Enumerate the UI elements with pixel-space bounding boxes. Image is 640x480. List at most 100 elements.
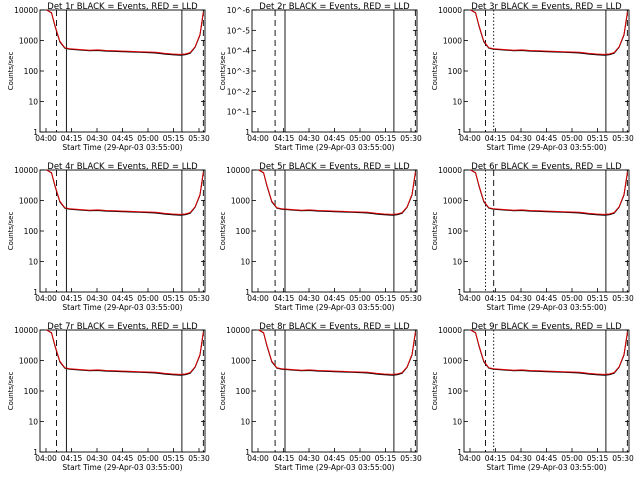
y-tick-label: 10000 — [14, 166, 38, 175]
x-axis-label: Start Time (29-Apr-03 03:55:00) — [274, 463, 394, 472]
y-tick-label: 10000 — [438, 6, 462, 15]
detector-panel-8: Det 8r BLACK = Events, RED = LLD 1 10 100 10… — [219, 322, 422, 472]
lld-series-line — [470, 9, 628, 55]
x-tick-label: 05:15 — [163, 454, 185, 463]
y-tick-label: 10000 — [438, 326, 462, 335]
y-tick-label: 1000 — [231, 357, 250, 366]
plot-frame — [463, 9, 630, 133]
y-tick-label: 10000 — [226, 166, 250, 175]
x-tick-label: 04:15 — [273, 134, 295, 143]
y-tick-label: 1000 — [19, 197, 38, 206]
y-tick-label: 10 — [28, 258, 38, 267]
y-axis-label: Counts/sec — [7, 212, 15, 251]
y-tick-label: 1000 — [19, 37, 38, 46]
x-tick-label: 05:00 — [137, 294, 159, 303]
x-tick-label: 04:30 — [298, 294, 320, 303]
x-tick-label: 04:00 — [459, 134, 481, 143]
x-tick-label: 04:30 — [510, 454, 532, 463]
y-axis-label: Counts/sec — [219, 212, 227, 251]
x-tick-label: 05:30 — [612, 454, 634, 463]
y-tick-label: 10 — [240, 418, 250, 427]
lld-series-line — [258, 169, 416, 215]
x-tick-label: 05:00 — [137, 134, 159, 143]
x-axis-label: Start Time (29-Apr-03 03:55:00) — [486, 303, 606, 312]
detector-panel-3: Det 3r BLACK = Events, RED = LLD 1 10 100 10… — [431, 2, 634, 152]
plot-frame — [463, 169, 630, 293]
x-tick-label: 04:45 — [324, 454, 346, 463]
x-tick-label: 05:30 — [400, 134, 422, 143]
x-tick-label: 05:00 — [561, 294, 583, 303]
y-tick-label: 100 — [448, 227, 463, 236]
x-tick-label: 04:30 — [298, 134, 320, 143]
panel-title: Det 6r BLACK = Events, RED = LLD — [471, 162, 622, 172]
y-tick-label: 1 — [457, 288, 462, 297]
panel-title: Det 9r BLACK = Events, RED = LLD — [471, 322, 622, 332]
x-tick-label: 04:00 — [35, 294, 57, 303]
panel-title: Det 4r BLACK = Events, RED = LLD — [47, 162, 198, 172]
panel-title: Det 3r BLACK = Events, RED = LLD — [471, 2, 622, 12]
x-tick-label: 05:30 — [188, 134, 210, 143]
y-tick-label: 10^-4 — [227, 47, 251, 56]
detector-panel-6: Det 6r BLACK = Events, RED = LLD 1 10 100 10… — [431, 162, 634, 312]
y-axis-label: Counts/sec — [7, 372, 15, 411]
y-tick-label: 1 — [245, 288, 250, 297]
y-tick-label: 1000 — [443, 37, 462, 46]
y-tick-label: 10 — [452, 98, 462, 107]
plot-frame — [39, 329, 206, 453]
x-tick-label: 04:00 — [35, 134, 57, 143]
y-tick-label: 10^-1 — [227, 108, 251, 117]
y-tick-label: 10 — [28, 418, 38, 427]
y-tick-label: 100 — [24, 67, 39, 76]
x-tick-label: 05:15 — [163, 294, 185, 303]
y-tick-label: 10000 — [14, 326, 38, 335]
lld-series-line — [46, 169, 204, 215]
x-tick-label: 04:45 — [112, 134, 134, 143]
x-tick-label: 04:15 — [485, 294, 507, 303]
y-tick-label: 10^-6 — [227, 6, 251, 15]
x-tick-label: 05:15 — [587, 134, 609, 143]
x-tick-label: 05:00 — [137, 454, 159, 463]
lld-series-line — [470, 329, 628, 375]
y-tick-label: 1 — [457, 128, 462, 137]
y-tick-label: 10 — [452, 418, 462, 427]
x-axis-label: Start Time (29-Apr-03 03:55:00) — [62, 303, 182, 312]
panel-title: Det 7r BLACK = Events, RED = LLD — [47, 322, 198, 332]
panel-title: Det 2r BLACK = Events, RED = LLD — [259, 2, 410, 12]
y-axis-label: Counts/sec — [431, 52, 439, 91]
plot-frame — [39, 9, 206, 133]
x-tick-label: 05:15 — [163, 134, 185, 143]
x-tick-label: 05:00 — [349, 454, 371, 463]
plot-frame — [39, 169, 206, 293]
panel-title: Det 8r BLACK = Events, RED = LLD — [259, 322, 410, 332]
x-tick-label: 04:00 — [35, 454, 57, 463]
x-tick-label: 04:45 — [112, 294, 134, 303]
y-axis-label: Counts/sec — [7, 52, 15, 91]
x-tick-label: 05:00 — [349, 134, 371, 143]
x-tick-label: 04:00 — [459, 454, 481, 463]
y-tick-label: 10^-5 — [227, 26, 251, 35]
y-tick-label: 100 — [448, 387, 463, 396]
detector-panel-2: Det 2r BLACK = Events, RED = LLD 1 10^-1 10… — [219, 2, 422, 152]
detector-panel-7: Det 7r BLACK = Events, RED = LLD 1 10 100 10… — [7, 322, 210, 472]
panel-title: Det 5r BLACK = Events, RED = LLD — [259, 162, 410, 172]
x-tick-label: 04:00 — [247, 134, 269, 143]
y-tick-label: 100 — [236, 227, 251, 236]
y-tick-label: 100 — [448, 67, 463, 76]
plot-frame — [463, 329, 630, 453]
y-tick-label: 100 — [236, 387, 251, 396]
y-tick-label: 10000 — [226, 326, 250, 335]
x-axis-label: Start Time (29-Apr-03 03:55:00) — [486, 143, 606, 152]
x-tick-label: 05:15 — [587, 294, 609, 303]
x-tick-label: 04:00 — [459, 294, 481, 303]
y-tick-label: 1 — [33, 128, 38, 137]
x-tick-label: 04:15 — [61, 134, 83, 143]
y-tick-label: 10000 — [14, 6, 38, 15]
x-tick-label: 04:00 — [247, 294, 269, 303]
x-tick-label: 04:45 — [536, 134, 558, 143]
x-tick-label: 04:45 — [324, 294, 346, 303]
x-tick-label: 04:45 — [324, 134, 346, 143]
x-axis-label: Start Time (29-Apr-03 03:55:00) — [62, 463, 182, 472]
x-tick-label: 04:45 — [536, 454, 558, 463]
plot-frame — [251, 9, 418, 133]
